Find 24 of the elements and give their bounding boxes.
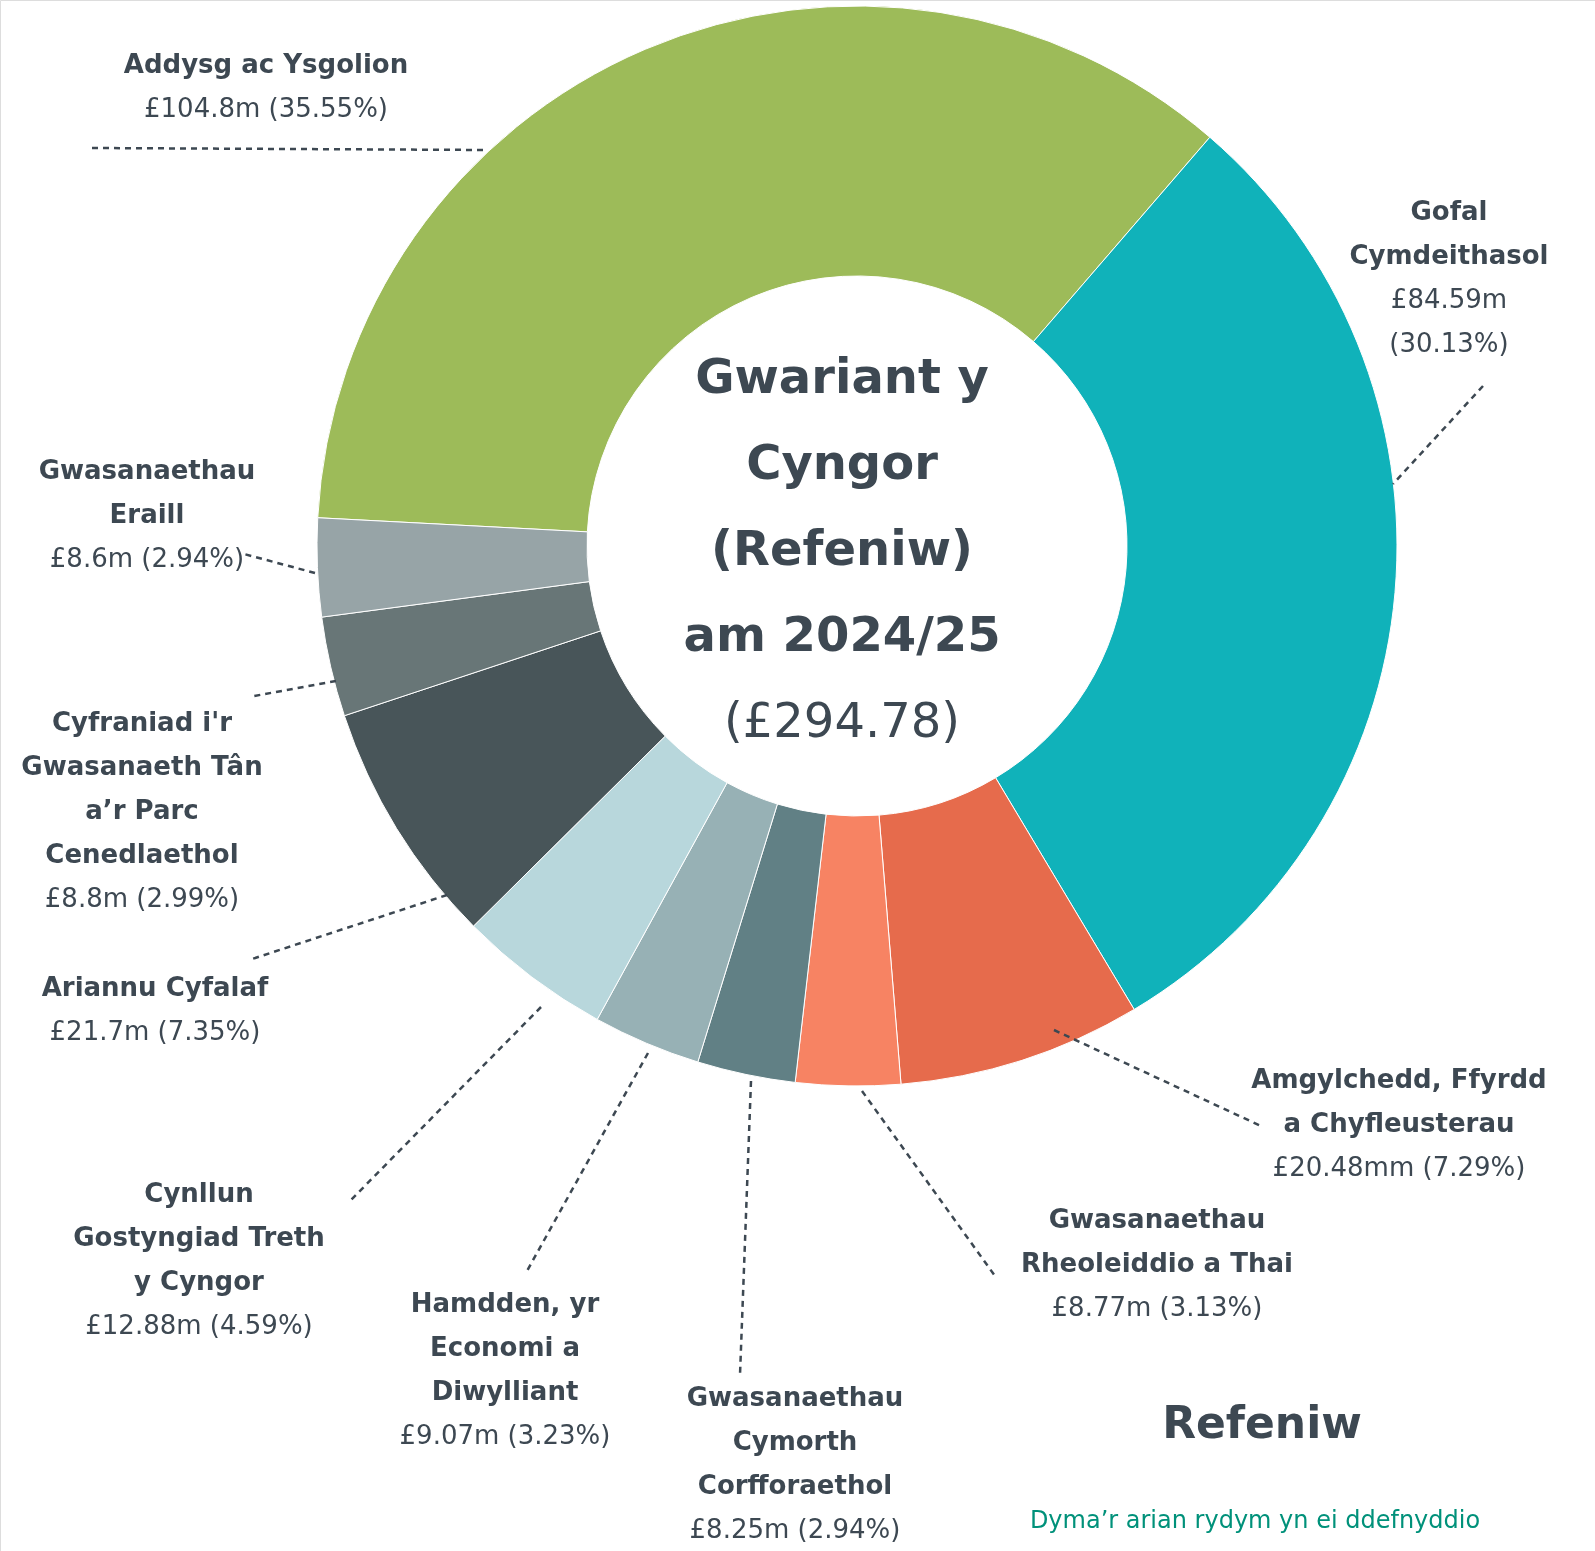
slice-label: Hamdden, yr Economi a Diwylliant	[410, 1288, 600, 1406]
data-label: £9.07m (3.23%)	[399, 1420, 611, 1450]
text: Gwariant y Cyngor (Refeniw) am 2024/25	[683, 348, 1001, 662]
data-label: £8.25m (2.94%)	[689, 1514, 901, 1544]
text: Dyma’r arian rydym yn ei ddefnyddio	[1029, 1506, 1481, 1534]
slice-label: Gwasanaethau Cymorth Corfforaethol	[686, 1382, 904, 1500]
slice-label: Gofal Cymdeithasol	[1349, 196, 1549, 270]
text: (£294.78)	[724, 692, 960, 748]
data-label: £8.8m (2.99%)	[44, 883, 240, 913]
text: Refeniw	[1162, 1397, 1362, 1448]
slice-label: Cynllun Gostyngiad Treth y Cyngor	[73, 1178, 325, 1296]
data-label: £20.48mm (7.29%)	[1272, 1152, 1526, 1182]
data-label: £104.8m (35.55%)	[144, 93, 388, 123]
data-label: £8.77m (3.13%)	[1051, 1292, 1263, 1322]
data-label: £84.59m (30.13%)	[1389, 284, 1509, 358]
slice-label: Gwasanaethau Eraill	[38, 455, 256, 529]
slice-label: Cyfraniad i'r Gwasanaeth Tân a’r Parc Cenedlaethol	[21, 707, 263, 869]
data-label: £12.88m (4.59%)	[85, 1310, 313, 1340]
data-label: £8.6m (2.94%)	[49, 543, 245, 573]
slice-label: Ariannu Cyfalaf	[41, 972, 269, 1002]
slice-label: Gwasanaethau Rheoleiddio a Thai	[1021, 1204, 1293, 1278]
slice-label: Addysg ac Ysgolion	[123, 49, 409, 79]
data-label: £21.7m (7.35%)	[49, 1016, 261, 1046]
slice-label: Amgylchedd, Ffyrdd a Chyfleusterau	[1251, 1064, 1547, 1138]
